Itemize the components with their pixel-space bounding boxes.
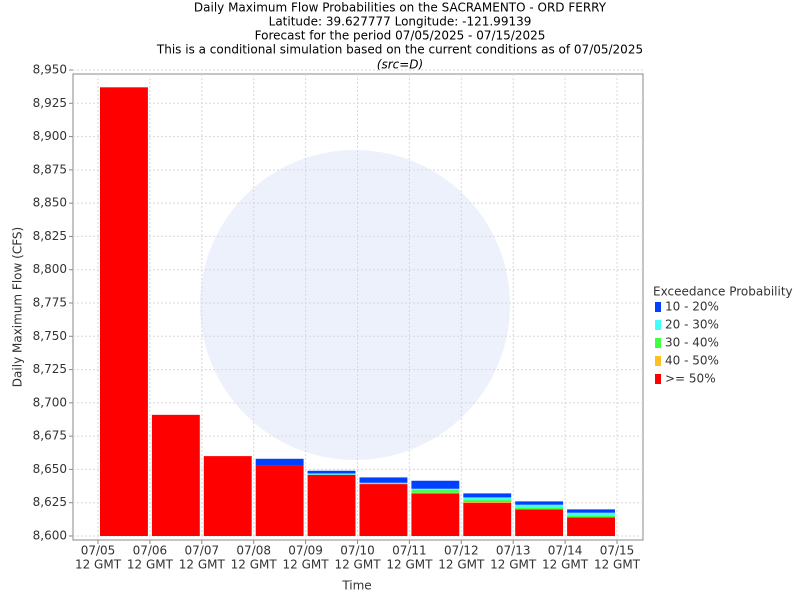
y-tick-label: 8,675	[33, 429, 67, 443]
x-tick-label: 12 GMT	[386, 558, 433, 572]
x-tick-label: 07/09	[288, 544, 323, 558]
bar-segment	[307, 474, 356, 536]
bar-segment	[463, 500, 512, 503]
bar-segment	[463, 497, 512, 501]
legend-swatch	[655, 338, 661, 348]
bar-segment	[411, 490, 460, 493]
y-tick-label: 8,700	[33, 395, 67, 409]
legend-label: 40 - 50%	[665, 354, 719, 368]
chart-subtitle: (src=D)	[377, 58, 423, 72]
legend-title: Exceedance Probability	[653, 285, 793, 299]
legend-label: 10 - 20%	[665, 300, 719, 314]
legend-swatch	[655, 374, 661, 384]
y-tick-label: 8,775	[33, 296, 67, 310]
legend-label: 20 - 30%	[665, 318, 719, 332]
y-tick-label: 8,950	[33, 63, 67, 77]
chart-title: Daily Maximum Flow Probabilities on the …	[194, 1, 607, 15]
bar-segment	[100, 87, 148, 537]
x-tick-label: 07/15	[600, 544, 635, 558]
bar-segment	[567, 512, 615, 516]
y-tick-label: 8,600	[33, 529, 67, 543]
x-tick-label: 12 GMT	[75, 558, 122, 572]
y-tick-label: 8,925	[33, 96, 67, 110]
y-tick-label: 8,650	[33, 462, 67, 476]
x-tick-label: 07/08	[236, 544, 271, 558]
x-tick-label: 07/12	[444, 544, 479, 558]
bar-segment	[463, 493, 512, 498]
bar-segment	[359, 482, 408, 485]
y-axis-label: Daily Maximum Flow (CFS)	[11, 227, 25, 387]
y-tick-label: 8,850	[33, 196, 67, 210]
legend-swatch	[655, 356, 661, 366]
x-tick-label: 12 GMT	[334, 558, 381, 572]
bar-segment	[567, 515, 615, 518]
x-tick-label: 12 GMT	[438, 558, 485, 572]
bar-segment	[411, 492, 460, 494]
watermark-circle	[200, 150, 510, 460]
watermark	[200, 150, 510, 460]
chart-title: This is a conditional simulation based o…	[156, 43, 643, 57]
x-tick-label: 07/11	[392, 544, 427, 558]
x-tick-label: 12 GMT	[283, 558, 330, 572]
x-tick-label: 12 GMT	[179, 558, 226, 572]
y-tick-label: 8,800	[33, 262, 67, 276]
x-tick-label: 12 GMT	[542, 558, 589, 572]
y-tick-label: 8,750	[33, 329, 67, 343]
x-axis-label: Time	[341, 579, 371, 593]
bar-segment	[151, 414, 200, 536]
y-tick-label: 8,900	[33, 129, 67, 143]
legend-label: >= 50%	[665, 372, 716, 386]
y-tick-label: 8,825	[33, 229, 67, 243]
bar-segment	[411, 480, 460, 489]
bar-segment	[515, 509, 564, 536]
bar-segment	[255, 458, 304, 466]
bar-segment	[463, 502, 512, 503]
bar-segment	[515, 501, 564, 505]
bar-segment	[411, 493, 460, 536]
x-tick-label: 12 GMT	[490, 558, 537, 572]
x-tick-label: 12 GMT	[231, 558, 278, 572]
x-tick-label: 07/05	[81, 544, 116, 558]
legend-swatch	[655, 302, 661, 312]
bar-segment	[463, 502, 512, 536]
x-tick-label: 12 GMT	[127, 558, 174, 572]
y-tick-label: 8,725	[33, 362, 67, 376]
bar-segment	[255, 465, 304, 536]
bar-segment	[307, 470, 356, 474]
legend-swatch	[655, 320, 661, 330]
bar-segment	[567, 517, 615, 536]
bar-segment	[307, 473, 356, 475]
x-tick-label: 07/14	[548, 544, 583, 558]
x-tick-label: 07/06	[133, 544, 168, 558]
bar-segment	[359, 477, 408, 483]
chart-title: Latitude: 39.627777 Longitude: -121.9913…	[269, 15, 532, 29]
x-tick-label: 07/07	[185, 544, 220, 558]
x-tick-label: 07/13	[496, 544, 531, 558]
x-tick-label: 07/10	[340, 544, 375, 558]
y-tick-label: 8,625	[33, 495, 67, 509]
bar-segment	[515, 507, 564, 510]
bar-segment	[203, 456, 252, 536]
bar-segment	[515, 504, 564, 508]
x-tick-label: 12 GMT	[594, 558, 641, 572]
bar-segment	[567, 509, 615, 513]
chart-title: Forecast for the period 07/05/2025 - 07/…	[255, 29, 546, 43]
bar-segment	[359, 484, 408, 536]
bar-segment	[411, 488, 460, 491]
legend-label: 30 - 40%	[665, 336, 719, 350]
y-tick-label: 8,875	[33, 162, 67, 176]
